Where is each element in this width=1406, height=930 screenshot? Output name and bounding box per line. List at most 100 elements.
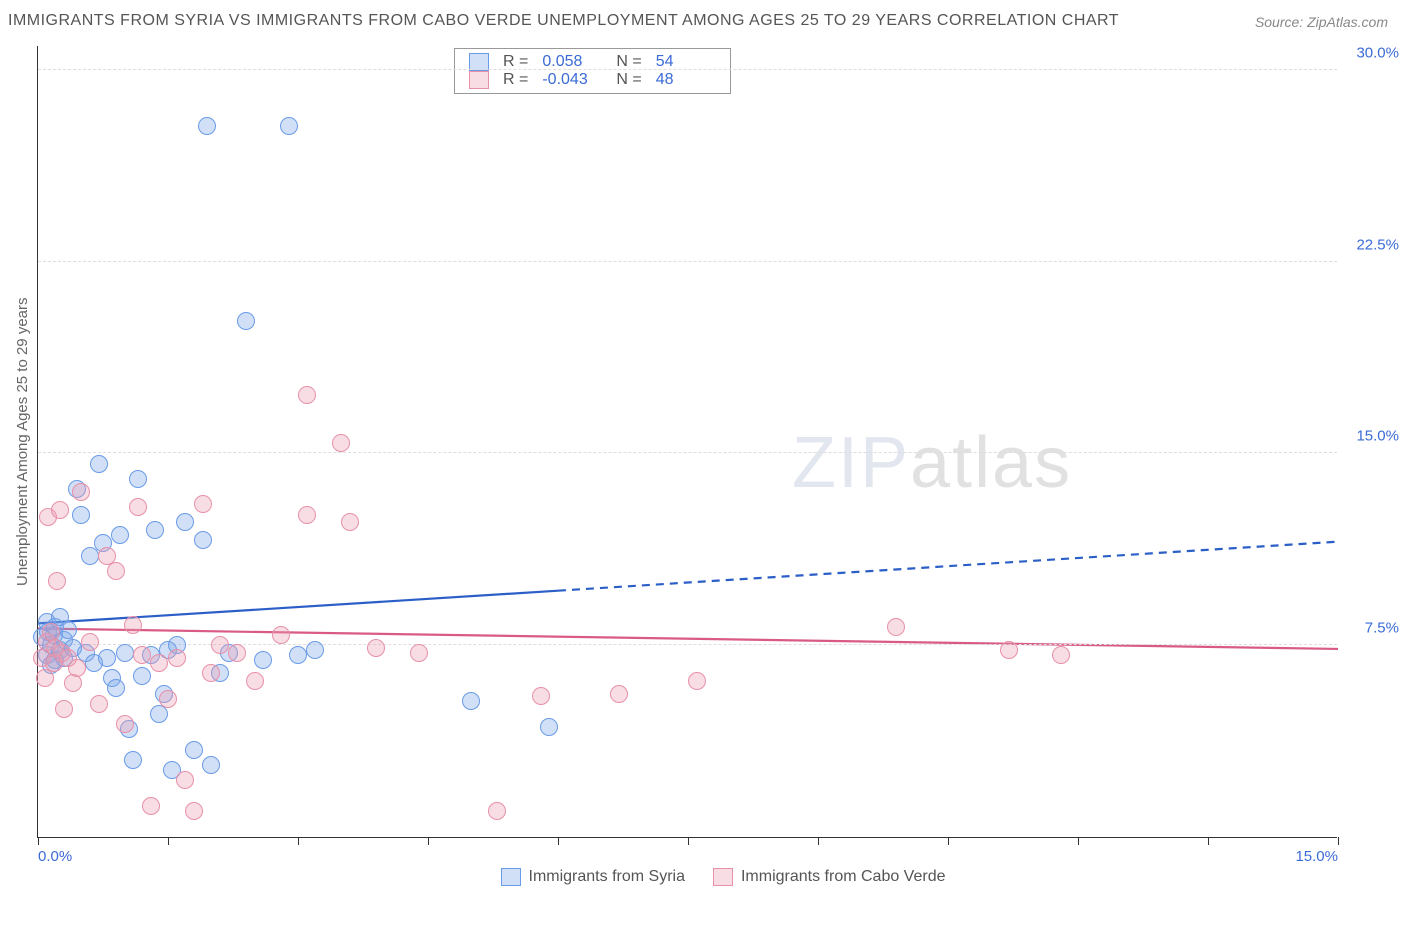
data-point-cabo <box>176 771 194 789</box>
legend-label-syria: Immigrants from Syria <box>529 868 685 886</box>
x-tick-label: 0.0% <box>38 848 72 865</box>
data-point-cabo <box>367 639 385 657</box>
data-point-syria <box>107 679 125 697</box>
x-tick <box>688 837 689 845</box>
data-point-syria <box>129 470 147 488</box>
data-point-cabo <box>341 513 359 531</box>
data-point-syria <box>462 692 480 710</box>
swatch-cabo <box>469 71 489 89</box>
x-tick <box>948 837 949 845</box>
x-tick <box>298 837 299 845</box>
x-tick <box>168 837 169 845</box>
data-point-cabo <box>129 498 147 516</box>
y-axis-label: Unemployment Among Ages 25 to 29 years <box>8 46 37 838</box>
data-point-syria <box>202 756 220 774</box>
stats-row-cabo: R =-0.043N =48 <box>469 71 716 89</box>
chart-title: IMMIGRANTS FROM SYRIA VS IMMIGRANTS FROM… <box>8 8 1119 34</box>
x-tick <box>428 837 429 845</box>
trendlines-layer <box>38 46 1338 838</box>
chart-area: Unemployment Among Ages 25 to 29 years Z… <box>8 46 1398 886</box>
data-point-syria <box>289 646 307 664</box>
r-value-syria: 0.058 <box>542 53 602 71</box>
data-point-syria <box>185 741 203 759</box>
data-point-syria <box>59 621 77 639</box>
legend-item-syria: Immigrants from Syria <box>501 868 685 886</box>
x-tick-label: 15.0% <box>1295 848 1338 865</box>
stats-legend-box: R = 0.058 N = 54R = -0.043 N = 48 <box>454 48 731 94</box>
data-point-cabo <box>116 715 134 733</box>
swatch-syria <box>469 53 489 71</box>
data-point-syria <box>111 526 129 544</box>
data-point-cabo <box>36 669 54 687</box>
data-point-cabo <box>168 649 186 667</box>
data-point-syria <box>280 117 298 135</box>
data-point-syria <box>116 644 134 662</box>
legend-swatch-syria <box>501 868 521 886</box>
data-point-cabo <box>150 654 168 672</box>
data-point-cabo <box>298 506 316 524</box>
data-point-cabo <box>133 646 151 664</box>
source-label: Source: ZipAtlas.com <box>1255 14 1398 34</box>
x-tick <box>1208 837 1209 845</box>
data-point-cabo <box>1052 646 1070 664</box>
data-point-cabo <box>48 572 66 590</box>
data-point-syria <box>176 513 194 531</box>
data-point-cabo <box>90 695 108 713</box>
n-value-syria: 54 <box>656 53 716 71</box>
x-tick <box>1078 837 1079 845</box>
data-point-cabo <box>124 616 142 634</box>
data-point-cabo <box>887 618 905 636</box>
data-point-cabo <box>332 434 350 452</box>
data-point-syria <box>237 312 255 330</box>
data-point-cabo <box>1000 641 1018 659</box>
y-tick-label: 22.5% <box>1356 236 1399 253</box>
data-point-cabo <box>202 664 220 682</box>
x-tick <box>818 837 819 845</box>
data-point-cabo <box>610 685 628 703</box>
n-label: N = <box>616 53 641 71</box>
legend-item-cabo: Immigrants from Cabo Verde <box>713 868 946 886</box>
chart-container: IMMIGRANTS FROM SYRIA VS IMMIGRANTS FROM… <box>8 8 1398 886</box>
data-point-cabo <box>298 386 316 404</box>
trendline-syria-extrapolated <box>558 541 1338 590</box>
data-point-syria <box>194 531 212 549</box>
data-point-cabo <box>228 644 246 662</box>
legend-swatch-cabo <box>713 868 733 886</box>
gridline <box>38 261 1337 262</box>
x-tick <box>558 837 559 845</box>
r-label: R = <box>503 53 528 71</box>
legend-label-cabo: Immigrants from Cabo Verde <box>741 868 946 886</box>
data-point-cabo <box>81 633 99 651</box>
n-value-cabo: 48 <box>656 71 716 89</box>
plot-region: ZIPatlas R =0.058N =54R =-0.043N =48 7.5… <box>37 46 1337 838</box>
header-row: IMMIGRANTS FROM SYRIA VS IMMIGRANTS FROM… <box>8 8 1398 34</box>
data-point-cabo <box>194 495 212 513</box>
series-legend: Immigrants from Syria Immigrants from Cab… <box>8 868 1398 886</box>
data-point-cabo <box>532 687 550 705</box>
data-point-syria <box>198 117 216 135</box>
x-tick <box>38 837 39 845</box>
gridline <box>38 69 1337 70</box>
data-point-cabo <box>55 700 73 718</box>
data-point-cabo <box>68 659 86 677</box>
y-tick-label: 7.5% <box>1365 619 1399 636</box>
data-point-syria <box>540 718 558 736</box>
gridline <box>38 452 1337 453</box>
r-value-cabo: -0.043 <box>542 71 602 89</box>
data-point-cabo <box>688 672 706 690</box>
data-point-cabo <box>488 802 506 820</box>
data-point-cabo <box>211 636 229 654</box>
data-point-syria <box>72 506 90 524</box>
y-tick-label: 30.0% <box>1356 45 1399 62</box>
data-point-cabo <box>246 672 264 690</box>
data-point-syria <box>306 641 324 659</box>
data-point-cabo <box>272 626 290 644</box>
data-point-cabo <box>72 483 90 501</box>
data-point-cabo <box>107 562 125 580</box>
data-point-cabo <box>142 797 160 815</box>
stats-row-syria: R = 0.058 N = 54 <box>469 53 716 71</box>
x-tick <box>1338 837 1339 845</box>
data-point-syria <box>98 649 116 667</box>
data-point-cabo <box>159 690 177 708</box>
r-label: R = <box>503 71 528 89</box>
